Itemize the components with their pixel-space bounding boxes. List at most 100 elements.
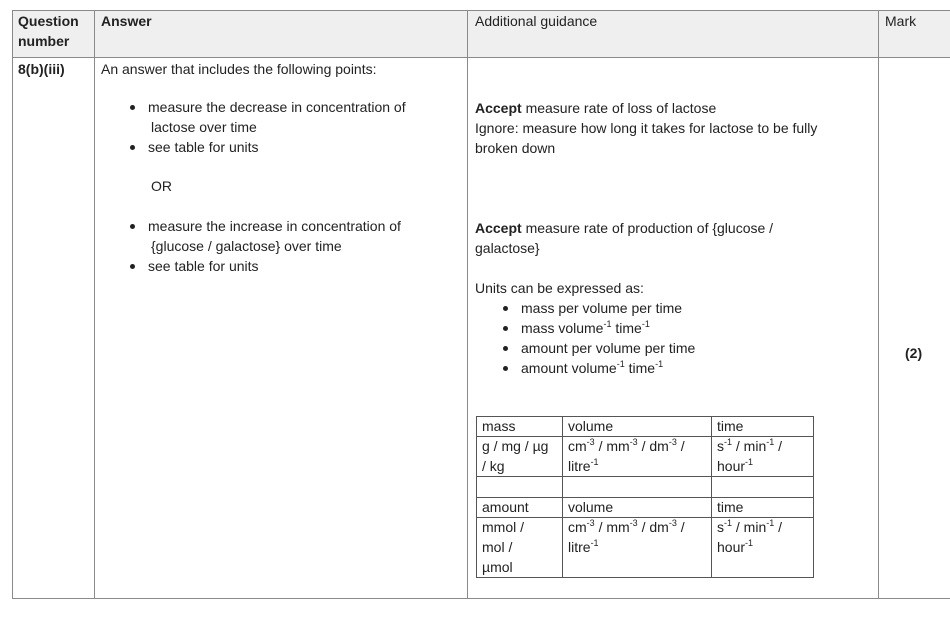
col-line xyxy=(878,10,879,599)
text-segment: s xyxy=(717,438,724,454)
superscript: -1 xyxy=(745,457,754,467)
units-table-cell: mol / xyxy=(482,537,512,557)
header-question-2: number xyxy=(18,33,70,49)
units-table-cell: hour-1 xyxy=(717,537,753,557)
text-segment: time xyxy=(624,360,656,376)
col-line xyxy=(94,10,95,599)
bullet-icon xyxy=(503,346,508,351)
unit-option: amount per volume per time xyxy=(521,338,695,358)
text-segment: amount per volume per time xyxy=(521,340,696,356)
units-table-line xyxy=(476,577,814,578)
table-border-bottom xyxy=(12,598,950,599)
text-segment: volume xyxy=(568,499,614,515)
superscript: -1 xyxy=(616,359,625,369)
text-segment: litre xyxy=(568,458,591,474)
units-table-cell: mmol / xyxy=(482,517,524,537)
text-segment: amount xyxy=(482,499,529,515)
text-segment: s xyxy=(717,519,724,535)
units-table-cell: mass xyxy=(482,416,515,436)
units-table-cell: volume xyxy=(568,416,613,436)
text-segment: / dm xyxy=(637,519,669,535)
superscript: -3 xyxy=(668,437,677,447)
answer-or: OR xyxy=(151,178,172,194)
units-table-cell: time xyxy=(717,416,743,436)
text-segment: time xyxy=(717,499,744,515)
text-segment: / xyxy=(774,438,783,454)
accept-label: Accept xyxy=(475,100,522,116)
bullet-icon xyxy=(503,366,508,371)
answer-point: see table for units xyxy=(148,139,259,155)
units-table-cell: cm-3 / mm-3 / dm-3 / xyxy=(568,436,685,456)
answer-point: {glucose / galactose} over time xyxy=(151,238,342,254)
text-segment: / kg xyxy=(482,458,505,474)
superscript: -3 xyxy=(668,518,677,528)
text-segment: hour xyxy=(717,458,746,474)
units-table-cell: litre-1 xyxy=(568,456,599,476)
text-segment: / xyxy=(676,519,685,535)
question-number: 8(b)(iii) xyxy=(18,61,65,77)
superscript: -3 xyxy=(629,437,638,447)
units-table-cell: g / mg / µg xyxy=(482,436,548,456)
text-segment: mass xyxy=(482,418,516,434)
units-intro: Units can be expressed as: xyxy=(475,280,644,296)
text-segment: mmol / xyxy=(482,519,524,535)
bullet-icon xyxy=(130,105,135,110)
units-table-cell: µmol xyxy=(482,557,513,577)
text-segment: hour xyxy=(717,539,746,555)
header-row-background xyxy=(12,10,950,57)
superscript: -1 xyxy=(766,437,775,447)
units-table-cell: / kg xyxy=(482,456,505,476)
units-table-cell: litre-1 xyxy=(568,537,599,557)
units-table-line xyxy=(476,476,814,477)
text-segment: volume xyxy=(568,418,614,434)
accept-text: measure rate of production of {glucose / xyxy=(521,220,774,236)
text-segment: / min xyxy=(732,519,767,535)
col-line xyxy=(467,10,468,599)
header-mark: Mark xyxy=(885,13,917,29)
units-table-cell: cm-3 / mm-3 / dm-3 / xyxy=(568,517,685,537)
bullet-icon xyxy=(503,306,508,311)
guidance-accept-2: Accept measure rate of production of {gl… xyxy=(475,218,773,238)
units-table-cell: time xyxy=(717,497,743,517)
superscript: -1 xyxy=(590,538,599,548)
units-table-cell: volume xyxy=(568,497,613,517)
text-segment: mass volume xyxy=(521,320,604,336)
text-segment: µmol xyxy=(482,559,513,575)
units-table-cell: s-1 / min-1 / xyxy=(717,436,782,456)
text-segment: mass per volume per time xyxy=(521,300,683,316)
superscript: -1 xyxy=(655,359,664,369)
units-table-cell: s-1 / min-1 / xyxy=(717,517,782,537)
superscript: -3 xyxy=(586,518,595,528)
header-question: Question xyxy=(18,13,79,29)
units-table-cell: hour-1 xyxy=(717,456,753,476)
answer-point: lactose over time xyxy=(151,119,257,135)
answer-intro: An answer that includes the following po… xyxy=(101,61,377,77)
units-table-line xyxy=(476,416,814,417)
units-table-line xyxy=(476,517,814,518)
answer-point: measure the increase in concentration of xyxy=(148,218,401,234)
accept-label: Accept xyxy=(475,220,522,236)
text-segment: litre xyxy=(568,539,591,555)
text-segment: / mm xyxy=(594,519,630,535)
text-segment: / xyxy=(774,519,783,535)
answer-point: see table for units xyxy=(148,258,259,274)
guidance-ignore: Ignore: measure how long it takes for la… xyxy=(475,120,818,136)
units-table-line xyxy=(476,436,814,437)
text-segment: amount volume xyxy=(521,360,617,376)
header-divider xyxy=(12,57,950,58)
text-segment: / dm xyxy=(637,438,669,454)
units-table-line xyxy=(562,416,563,578)
units-table-line xyxy=(476,416,477,578)
superscript: -1 xyxy=(724,518,733,528)
superscript: -1 xyxy=(603,319,612,329)
guidance-accept-1: Accept measure rate of loss of lactose xyxy=(475,98,716,118)
text-segment: time xyxy=(717,418,744,434)
text-segment: time xyxy=(611,320,642,336)
units-table-line xyxy=(711,416,712,578)
superscript: -1 xyxy=(724,437,733,447)
unit-option: amount volume-1 time-1 xyxy=(521,358,663,378)
text-segment: cm xyxy=(568,438,587,454)
superscript: -3 xyxy=(586,437,595,447)
bullet-icon xyxy=(130,145,135,150)
answer-point: measure the decrease in concentration of xyxy=(148,99,406,115)
